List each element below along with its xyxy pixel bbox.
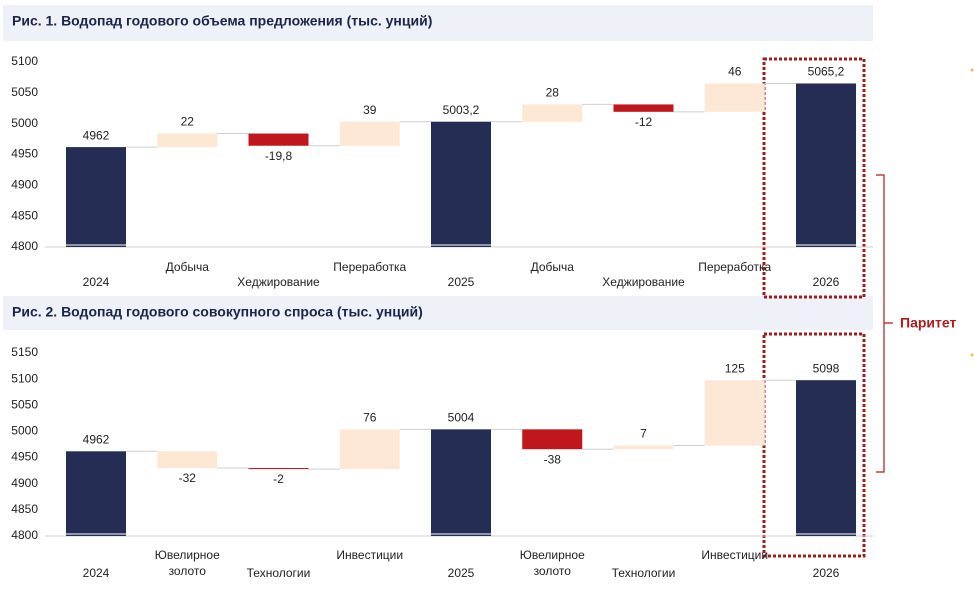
bar	[522, 104, 583, 122]
x-tick-label: 2026	[813, 275, 840, 289]
y-tick-label: 4850	[11, 502, 38, 516]
y-tick-label: 5150	[11, 345, 38, 359]
x-tick-label: Инвестиции	[336, 548, 403, 562]
bar	[66, 451, 126, 536]
x-tick-label: Добыча	[531, 260, 575, 274]
x-tick-label: 2024	[83, 566, 110, 580]
bar	[431, 121, 491, 247]
bracket	[876, 174, 893, 473]
bar	[613, 445, 674, 450]
chart-title: Рис. 1. Водопад годового объема предложе…	[12, 13, 432, 29]
annotation: Паритет	[900, 315, 956, 331]
x-tick-label: Инвестиции	[701, 548, 768, 562]
x-tick-label-line: золото	[169, 564, 207, 578]
data-label: 28	[546, 86, 560, 100]
data-label: 5098	[813, 361, 840, 375]
chart-title: Рис. 2. Водопад годового совокупного спр…	[12, 304, 423, 320]
bar	[796, 380, 856, 536]
bar	[248, 468, 309, 470]
x-tick-label: Технологии	[612, 566, 676, 580]
y-tick-label: 4950	[11, 450, 38, 464]
y-tick-label: 4950	[11, 147, 38, 161]
x-tick-label: 2026	[813, 566, 840, 580]
dot	[970, 353, 974, 357]
data-label: 5004	[448, 411, 475, 425]
data-label: 125	[725, 361, 745, 375]
x-tick-label: Ювелирное золото	[520, 548, 585, 578]
title-band	[3, 5, 873, 41]
data-label: 76	[363, 411, 377, 425]
x-tick-label: Хеджирование	[602, 275, 685, 289]
bar	[157, 133, 218, 148]
data-label: 5003,2	[443, 103, 480, 117]
x-tick-label: 2025	[448, 566, 475, 580]
y-tick-label: 5000	[11, 116, 38, 130]
data-label: 39	[363, 103, 377, 117]
data-label: 5065,2	[808, 65, 845, 79]
x-tick-label: Хеджирование	[237, 275, 320, 289]
data-label: 46	[728, 65, 742, 79]
data-label: -38	[544, 452, 562, 466]
y-tick-label: 4800	[11, 528, 38, 542]
y-tick-label: 5100	[11, 54, 38, 68]
x-tick-label: 2025	[448, 275, 475, 289]
data-label: -19,8	[265, 149, 293, 163]
data-label: -2	[273, 472, 284, 486]
y-tick-label: 4900	[11, 476, 38, 490]
x-tick-label: Ювелирное золото	[155, 548, 220, 578]
data-label: 7	[640, 427, 647, 441]
x-tick-label: Переработка	[698, 260, 771, 274]
data-label: 22	[181, 115, 195, 129]
bar	[431, 429, 491, 536]
x-tick-label: 2024	[83, 275, 110, 289]
bar	[248, 133, 309, 146]
bar	[613, 104, 674, 112]
y-tick-label: 5050	[11, 397, 38, 411]
highlight-box	[762, 57, 866, 299]
data-label: 4962	[83, 432, 110, 446]
y-tick-label: 4900	[11, 178, 38, 192]
bar	[339, 121, 400, 146]
y-tick-label: 5000	[11, 424, 38, 438]
bar	[704, 83, 765, 112]
data-label: -12	[635, 115, 653, 129]
x-tick-label-line: Ювелирное	[520, 548, 585, 562]
x-tick-label-line: Ювелирное	[155, 548, 220, 562]
x-tick-label: Добыча	[166, 260, 210, 274]
bar	[522, 429, 583, 450]
x-tick-label: Технологии	[247, 566, 311, 580]
bar	[66, 147, 126, 247]
bar	[796, 83, 856, 248]
x-tick-label-line: золото	[534, 564, 572, 578]
y-tick-label: 4800	[11, 239, 38, 253]
y-tick-label: 4850	[11, 208, 38, 222]
y-tick-label: 5100	[11, 371, 38, 385]
y-tick-label: 5050	[11, 85, 38, 99]
title-band	[3, 296, 873, 330]
bar	[157, 451, 218, 469]
bar	[704, 380, 765, 446]
data-label: 4962	[83, 128, 110, 142]
x-tick-label: Переработка	[333, 260, 406, 274]
data-label: -32	[179, 471, 197, 485]
dot	[970, 68, 974, 72]
bar	[339, 429, 400, 470]
